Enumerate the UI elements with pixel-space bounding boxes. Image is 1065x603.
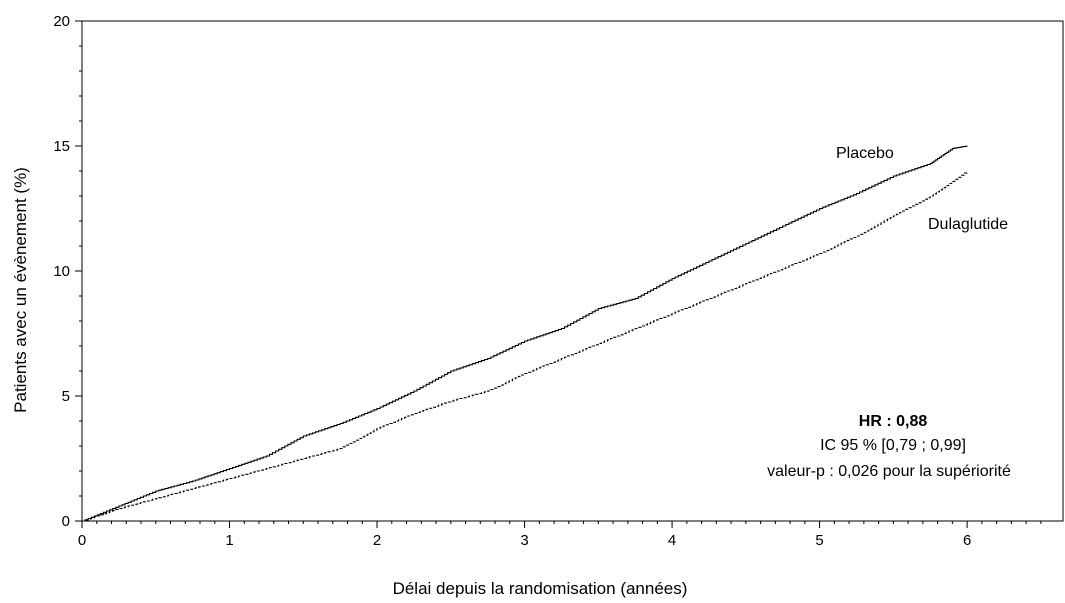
series-line-dulaglutide bbox=[82, 171, 968, 522]
annotation-pvalue: valeur-p : 0,026 pour la supériorité bbox=[767, 463, 1011, 480]
series-lines bbox=[82, 145, 968, 522]
y-tick-label: 20 bbox=[53, 13, 70, 30]
x-tick-label: 2 bbox=[373, 532, 381, 549]
x-tick-label: 1 bbox=[225, 532, 233, 549]
series-label-dulaglutide: Dulaglutide bbox=[928, 216, 1008, 233]
y-tick-label: 10 bbox=[53, 263, 70, 280]
x-tick-label: 6 bbox=[963, 532, 971, 549]
series-line-placebo bbox=[82, 145, 968, 522]
x-tick-label: 3 bbox=[520, 532, 528, 549]
x-tick-label: 5 bbox=[815, 532, 823, 549]
y-axis: 0 5 10 15 20 bbox=[53, 13, 82, 530]
x-tick-label: 4 bbox=[668, 532, 676, 549]
y-tick-label: 5 bbox=[62, 388, 70, 405]
x-axis-label: Délai depuis la randomisation (années) bbox=[393, 579, 688, 598]
annotation-ci: IC 95 % [0,79 ; 0,99] bbox=[820, 437, 966, 454]
series-label-placebo: Placebo bbox=[836, 145, 894, 162]
x-axis: 0 1 2 3 4 5 6 bbox=[78, 521, 1042, 549]
annotation-hr: HR : 0,88 bbox=[859, 413, 928, 430]
y-tick-label: 0 bbox=[62, 513, 70, 530]
y-axis-label: Patients avec un évènement (%) bbox=[11, 167, 30, 413]
x-tick-label: 0 bbox=[78, 532, 86, 549]
y-tick-label: 15 bbox=[53, 138, 70, 155]
